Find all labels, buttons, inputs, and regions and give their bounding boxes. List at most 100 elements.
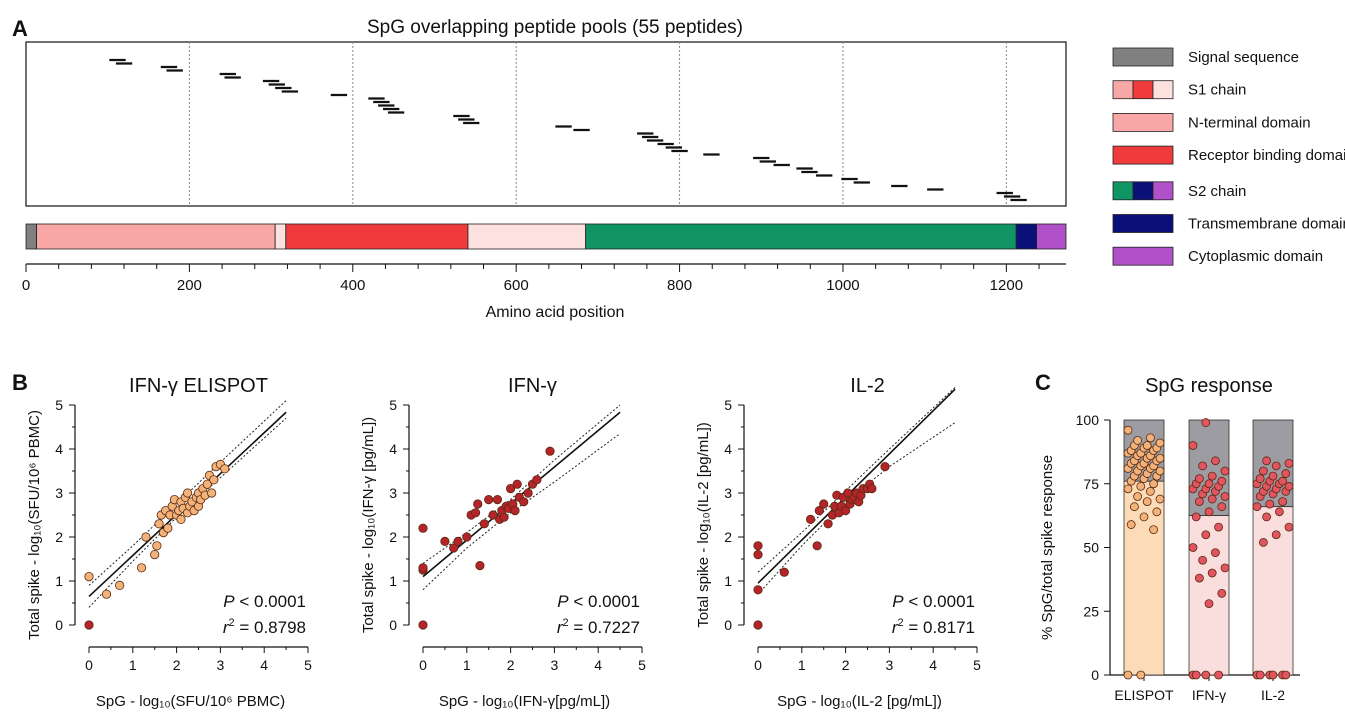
data-point bbox=[479, 519, 489, 529]
y-axis-title: Total spike - log₁₀(SFU/10⁶ PBMC) bbox=[26, 410, 43, 640]
r-squared-label: r2 = 0.7227 bbox=[557, 617, 640, 637]
data-point bbox=[1126, 520, 1136, 529]
scatter-il2: IL-2 0 0 1 1 2 2 3 3 4 4 5 5 P < 0.0001 r2 = 0.8171 SpG… bbox=[695, 375, 981, 710]
data-point bbox=[510, 505, 520, 516]
data-point bbox=[136, 563, 147, 573]
data-point bbox=[1188, 543, 1198, 552]
data-point bbox=[1204, 599, 1214, 608]
data-point bbox=[1146, 433, 1155, 443]
data-point bbox=[484, 494, 494, 505]
data-point bbox=[1271, 461, 1281, 471]
data-point bbox=[1142, 497, 1152, 507]
data-point bbox=[84, 571, 94, 582]
r-squared-label: r2 = 0.8798 bbox=[223, 617, 306, 637]
data-point bbox=[154, 519, 164, 529]
data-point bbox=[475, 560, 485, 571]
data-point bbox=[473, 499, 483, 509]
legend-label: Receptor binding domain bbox=[1188, 147, 1345, 164]
x-tick-label: 600 bbox=[504, 277, 529, 294]
data-point bbox=[202, 479, 212, 489]
y-tick-label: 1 bbox=[55, 573, 63, 589]
legend-swatch bbox=[1152, 181, 1174, 201]
data-point bbox=[779, 567, 789, 577]
data-point bbox=[101, 589, 112, 599]
domain-segment bbox=[25, 223, 38, 250]
data-point bbox=[1220, 492, 1230, 501]
data-point bbox=[823, 519, 833, 529]
peptide-map: 0 200 400 600 800 1000 1200 bbox=[22, 41, 1067, 294]
x-tick-label: 0 bbox=[22, 277, 30, 294]
data-point bbox=[1214, 522, 1223, 532]
y-tick-label: 5 bbox=[389, 397, 397, 413]
data-point bbox=[545, 446, 555, 456]
data-point bbox=[1136, 670, 1146, 680]
x-tick-label: 3 bbox=[217, 657, 225, 673]
data-point bbox=[1268, 670, 1278, 680]
domain-segment bbox=[585, 223, 1017, 250]
panel-a-xlabel: Amino acid position bbox=[486, 304, 625, 321]
x-tick-label: 5 bbox=[973, 657, 981, 673]
x-tick-label: 4 bbox=[260, 657, 268, 673]
p-value-label: P < 0.0001 bbox=[892, 592, 975, 611]
data-point bbox=[1146, 486, 1155, 496]
data-point bbox=[209, 475, 219, 485]
x-tick-label: IFN-γ bbox=[1192, 687, 1226, 703]
data-point bbox=[753, 541, 763, 551]
x-tick-label: 3 bbox=[551, 657, 559, 673]
y-axis-title: Total spike - log₁₀(IL-2 [pg/mL]) bbox=[695, 422, 712, 628]
domain-segment bbox=[467, 223, 587, 250]
x-tick-label: 1200 bbox=[990, 277, 1023, 294]
legend-swatch bbox=[1112, 145, 1174, 165]
data-point bbox=[453, 536, 463, 547]
legend-swatch bbox=[1112, 47, 1174, 67]
confidence-band-upper bbox=[422, 404, 621, 564]
p-value-label: P < 0.0001 bbox=[557, 592, 640, 611]
x-tick-label: 2 bbox=[507, 657, 515, 673]
data-point bbox=[512, 479, 522, 489]
data-point bbox=[1155, 466, 1165, 476]
data-point bbox=[1204, 479, 1214, 489]
data-point bbox=[1284, 458, 1294, 468]
data-point bbox=[492, 494, 503, 505]
data-point bbox=[805, 514, 816, 525]
data-point bbox=[1198, 555, 1207, 565]
legend-swatch bbox=[1132, 80, 1154, 100]
data-point bbox=[1155, 438, 1165, 448]
data-point bbox=[449, 543, 459, 553]
data-point bbox=[753, 585, 763, 595]
x-tick-label: 2 bbox=[842, 657, 850, 673]
legend-swatch bbox=[1112, 214, 1174, 233]
y-tick-label: 100 bbox=[1076, 412, 1100, 428]
data-point bbox=[1133, 435, 1142, 445]
data-point bbox=[220, 464, 230, 474]
y-tick-label: 0 bbox=[55, 617, 63, 633]
data-point bbox=[1139, 512, 1149, 522]
data-point bbox=[505, 483, 516, 494]
legend-swatch bbox=[1132, 181, 1154, 201]
legend-label: S1 chain bbox=[1188, 82, 1246, 99]
data-point bbox=[488, 510, 498, 520]
y-tick-label: 0 bbox=[724, 617, 732, 633]
data-point bbox=[1211, 548, 1220, 557]
y-tick-label: 3 bbox=[724, 485, 732, 501]
data-point bbox=[1191, 670, 1201, 680]
panel-b-label: B bbox=[12, 370, 28, 395]
scatter-title: IFN-γ bbox=[508, 375, 557, 397]
x-tick-label: 5 bbox=[638, 657, 646, 673]
x-tick-label: 1 bbox=[129, 657, 137, 673]
data-point bbox=[1195, 573, 1204, 583]
legend-label: S2 chain bbox=[1188, 183, 1246, 200]
x-tick-label: 5 bbox=[304, 657, 312, 673]
y-tick-label: 2 bbox=[389, 529, 397, 545]
y-tick-label: 75 bbox=[1083, 476, 1099, 492]
regression-line bbox=[757, 388, 956, 584]
data-point bbox=[470, 508, 481, 518]
x-tick-label: 0 bbox=[419, 657, 427, 673]
data-point bbox=[1220, 466, 1230, 476]
y-tick-label: 2 bbox=[724, 529, 732, 545]
data-point bbox=[1133, 492, 1142, 501]
data-point bbox=[1149, 525, 1158, 535]
data-point bbox=[1262, 512, 1271, 522]
confidence-band-lower bbox=[757, 422, 956, 595]
data-point bbox=[1201, 418, 1211, 427]
